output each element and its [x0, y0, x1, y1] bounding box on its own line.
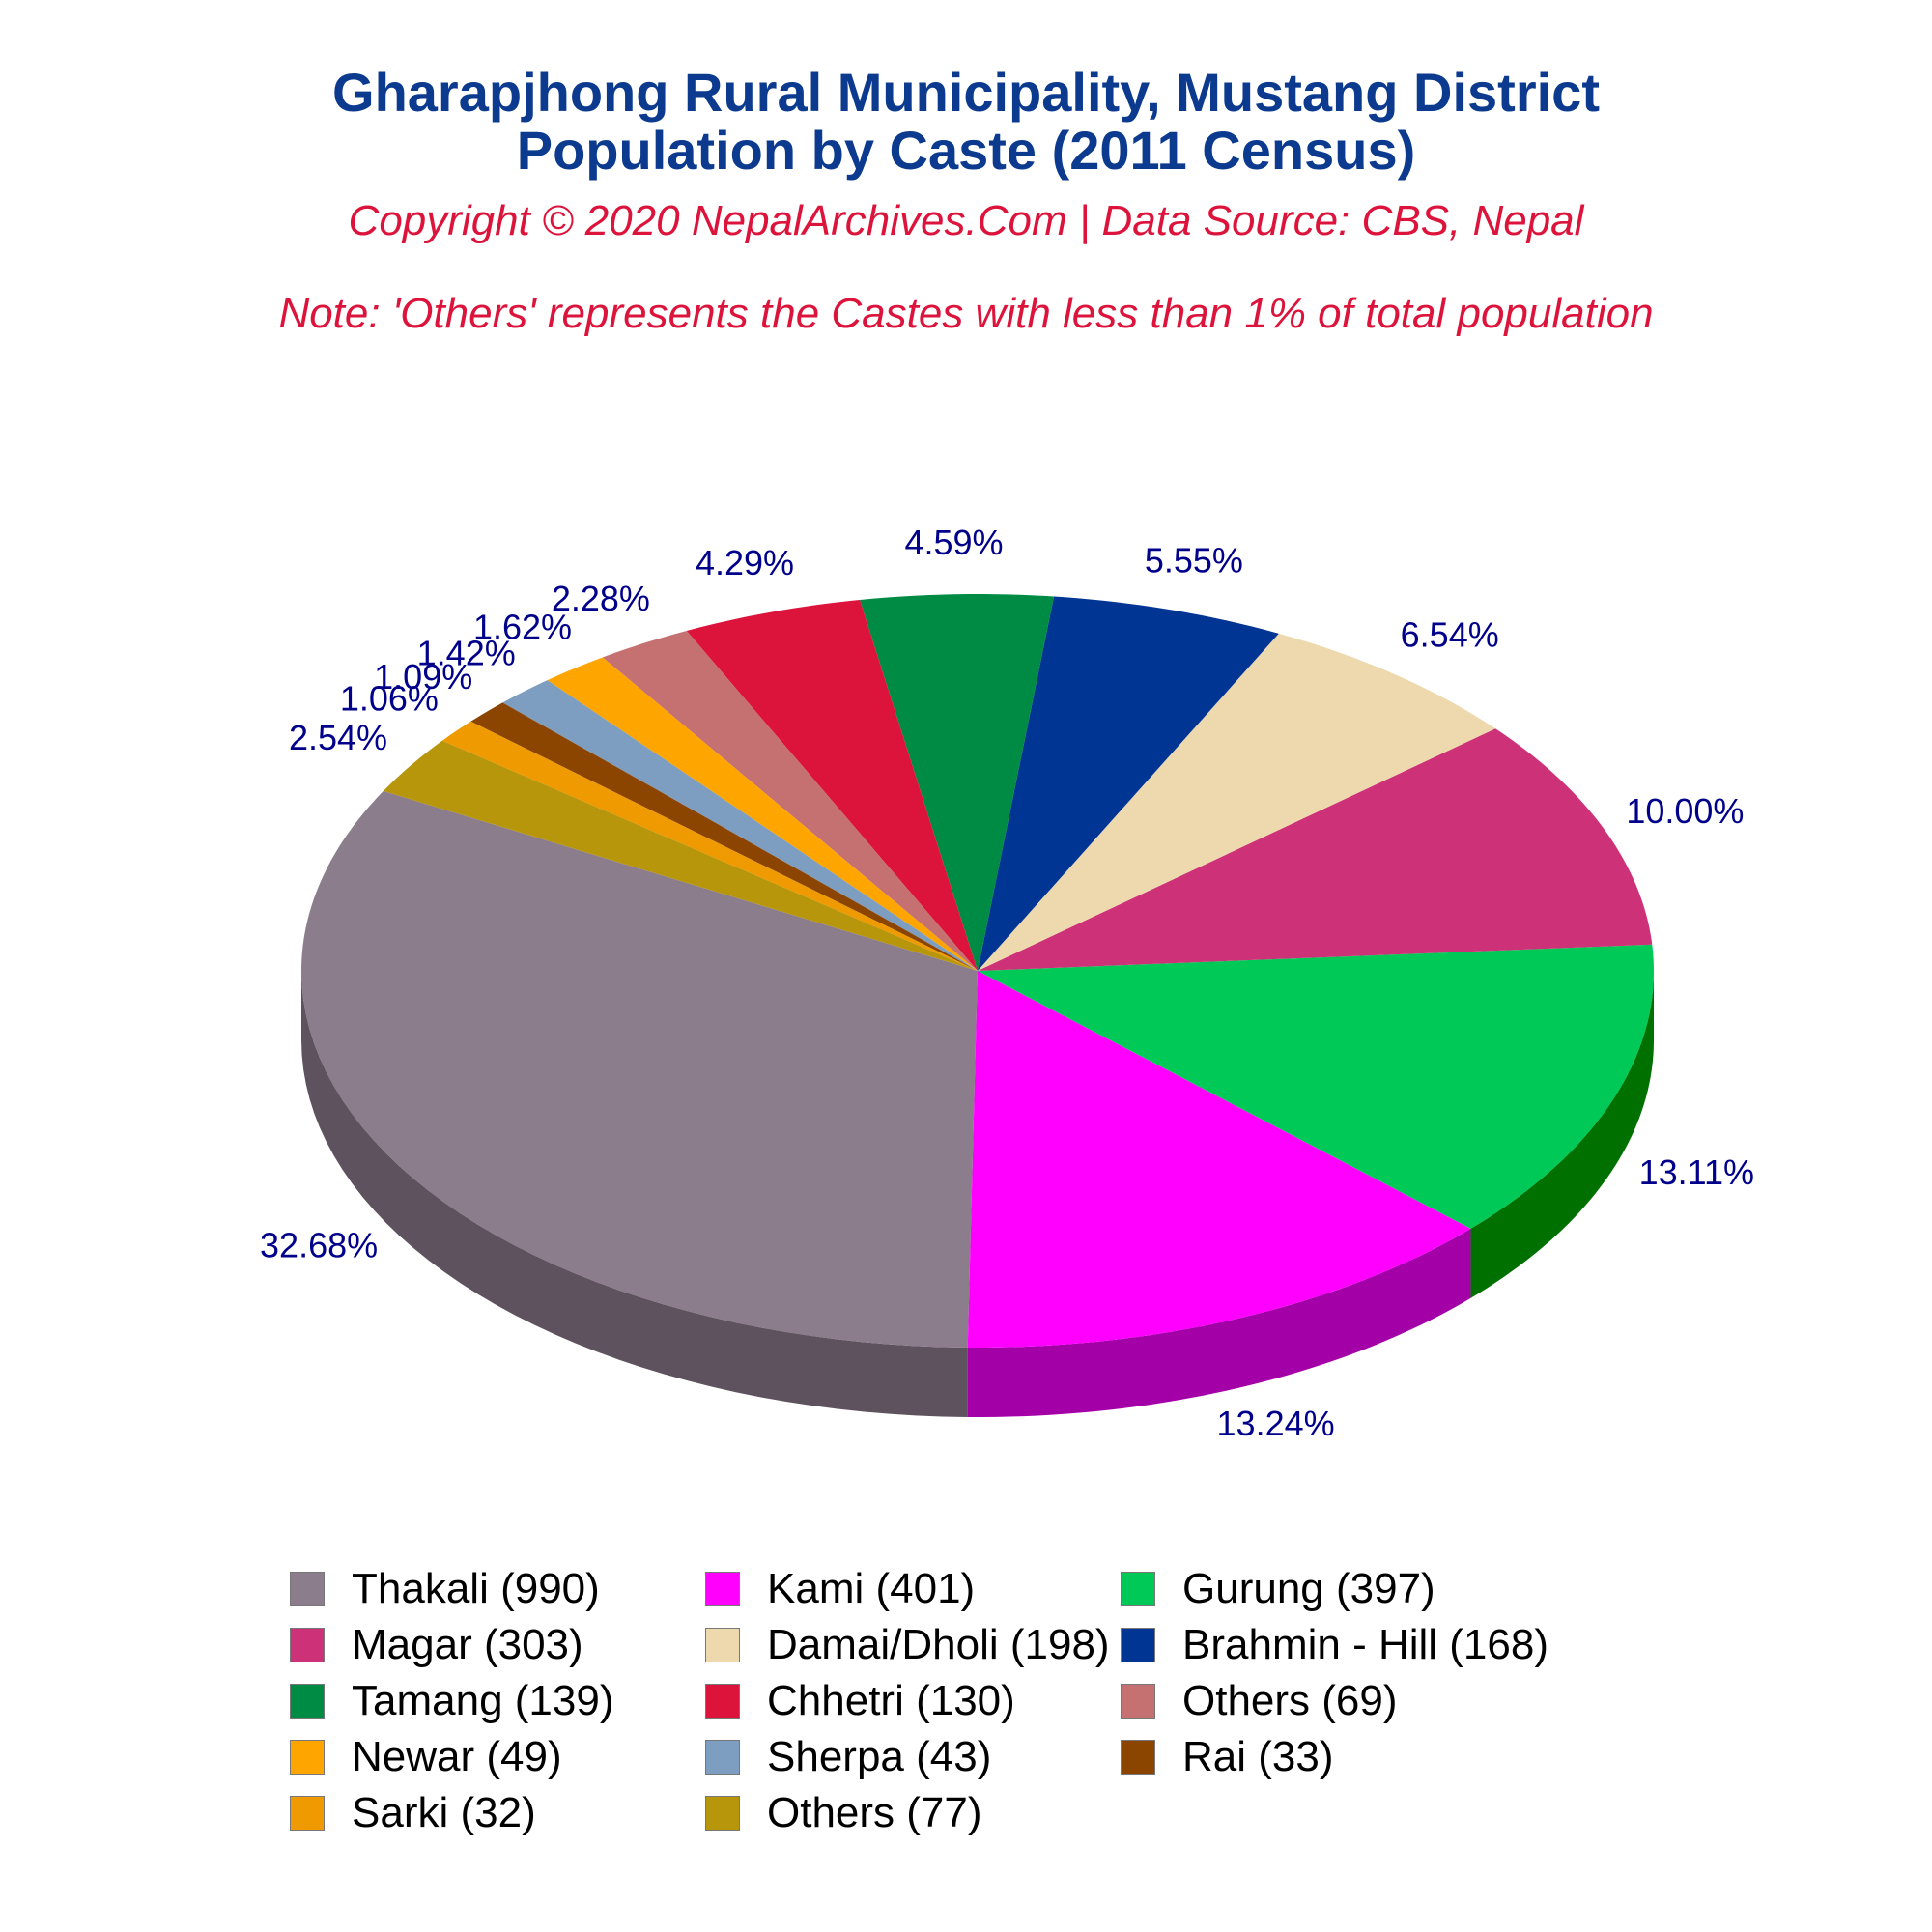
pie-label-sherpa-10: 1.42% — [417, 634, 516, 673]
pie-label-tamang-6: 4.59% — [904, 523, 1003, 562]
legend-label: Magar (303) — [352, 1621, 583, 1668]
legend-item-sherpa-10: Sherpa (43) — [705, 1733, 991, 1781]
legend-label: Kami (401) — [767, 1565, 976, 1612]
pie-label-brahmin-hill-5: 5.55% — [1145, 540, 1243, 580]
legend-item-thakali-0: Thakali (990) — [290, 1565, 600, 1613]
pie-slice-tamang-6 — [860, 594, 1055, 971]
legend-label: Tamang (139) — [352, 1677, 614, 1724]
legend-swatch — [705, 1740, 740, 1775]
pie-side-gurung-2 — [1470, 971, 1654, 1298]
legend-swatch — [290, 1572, 325, 1606]
legend-label: Chhetri (130) — [767, 1677, 1015, 1724]
legend-swatch — [705, 1628, 740, 1662]
pie-label-kami-1: 13.24% — [1217, 1404, 1335, 1443]
copyright-text: Copyright © 2020 NepalArchives.Com | Dat… — [348, 197, 1584, 244]
pie-slice-thakali-0 — [301, 790, 978, 1348]
legend-swatch — [705, 1684, 740, 1719]
legend-label: Sherpa (43) — [767, 1733, 992, 1780]
pie-side-thakali-0 — [301, 971, 968, 1417]
legend-swatch — [705, 1796, 740, 1831]
pie-slice-chhetri-7 — [686, 599, 978, 971]
pie-slice-damai-dholi-4 — [978, 633, 1496, 971]
legend-item-chhetri-7: Chhetri (130) — [705, 1677, 1015, 1725]
pie-label-sarki-12: 1.06% — [340, 679, 439, 719]
legend-label: Others (77) — [767, 1789, 982, 1836]
legend-item-newar-9: Newar (49) — [290, 1733, 562, 1781]
legend-item-tamang-6: Tamang (139) — [290, 1677, 613, 1725]
pie-label-thakali-0: 32.68% — [260, 1225, 378, 1264]
pie-label-rai-11: 1.09% — [374, 657, 472, 696]
legend-item-gurung-2: Gurung (397) — [1121, 1565, 1435, 1613]
pie-slice-sherpa-10 — [502, 680, 978, 971]
pie-slice-brahmin-hill-5 — [978, 596, 1279, 971]
legend-label: Damai/Dholi (198) — [767, 1621, 1110, 1668]
legend-item-damai-dholi-4: Damai/Dholi (198) — [705, 1621, 1110, 1669]
chart-title-line1: Gharapjhong Rural Municipality, Mustang … — [332, 62, 1600, 123]
legend-swatch — [1121, 1684, 1155, 1719]
legend-swatch — [290, 1796, 325, 1831]
pie-slice-sarki-12 — [441, 721, 978, 971]
legend-label: Brahmin - Hill (168) — [1182, 1621, 1548, 1668]
pie-slices — [301, 594, 1654, 1348]
legend-swatch — [290, 1684, 325, 1719]
legend-label: Rai (33) — [1182, 1733, 1334, 1780]
legend-label: Gurung (397) — [1182, 1565, 1435, 1612]
legend-swatch — [1121, 1572, 1155, 1606]
pie-slice-gurung-2 — [978, 944, 1654, 1229]
legend-label: Others (69) — [1182, 1677, 1398, 1724]
pie-label-chhetri-7: 4.29% — [696, 543, 794, 582]
pie-label-newar-9: 1.62% — [473, 608, 572, 647]
legend-item-sarki-12: Sarki (32) — [290, 1789, 536, 1837]
pie-slice-others-8 — [602, 630, 978, 971]
legend-swatch — [290, 1740, 325, 1775]
legend-label: Sarki (32) — [352, 1789, 536, 1836]
pie-slice-others-13 — [383, 740, 979, 971]
pie-slice-newar-9 — [547, 657, 978, 971]
chart-title-line2: Population by Caste (2011 Census) — [516, 120, 1416, 181]
pie-chart: 32.68% 13.24% 13.11% 10.00% 6.54% 5.55% 4.59% 4… — [260, 523, 1754, 1443]
pie-side-walls — [301, 971, 1654, 1417]
pie-labels: 32.68% 13.24% 13.11% 10.00% 6.54% 5.55% 4.59% 4… — [260, 523, 1754, 1443]
pie-label-others-13: 2.54% — [289, 718, 387, 757]
pie-label-gurung-2: 13.11% — [1639, 1152, 1754, 1192]
legend-item-others-13: Others (77) — [705, 1789, 982, 1837]
legend-item-magar-3: Magar (303) — [290, 1621, 583, 1669]
legend-swatch — [705, 1572, 740, 1606]
legend-label: Thakali (990) — [352, 1565, 600, 1612]
legend-item-others-8: Others (69) — [1121, 1677, 1398, 1725]
legend-swatch — [1121, 1628, 1155, 1662]
legend-item-rai-11: Rai (33) — [1121, 1733, 1334, 1781]
pie-slice-kami-1 — [967, 971, 1471, 1348]
pie-label-damai-dholi-4: 6.54% — [1401, 614, 1499, 654]
pie-side-kami-1 — [967, 1228, 1471, 1417]
legend-label: Newar (49) — [352, 1733, 562, 1780]
note-text: Note: 'Others' represents the Castes wit… — [278, 290, 1654, 337]
legend-item-kami-1: Kami (401) — [705, 1565, 975, 1613]
pie-slice-rai-11 — [470, 702, 978, 971]
legend-swatch — [290, 1628, 325, 1662]
pie-label-others-8: 2.28% — [552, 579, 650, 618]
legend-swatch — [1121, 1740, 1155, 1775]
pie-slice-magar-3 — [978, 728, 1653, 971]
pie-label-magar-3: 10.00% — [1626, 791, 1744, 831]
legend-item-brahmin-hill-5: Brahmin - Hill (168) — [1121, 1621, 1548, 1669]
